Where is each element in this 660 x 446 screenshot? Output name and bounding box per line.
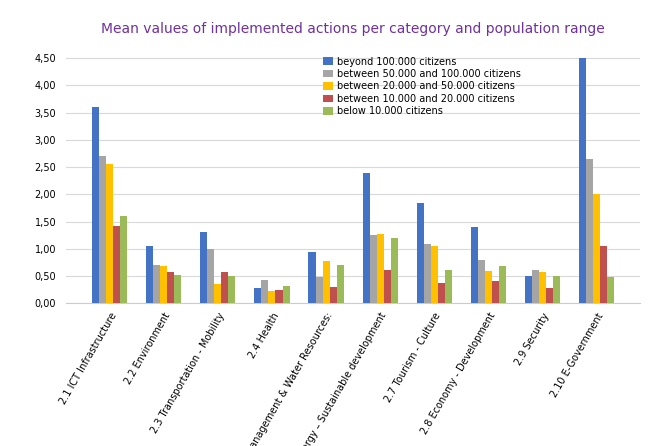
Bar [546,288,553,303]
Bar [416,202,424,303]
Bar [221,272,228,303]
Bar [92,107,99,303]
Bar [106,165,114,303]
Bar [207,249,215,303]
Bar [424,244,431,303]
Bar [254,288,261,303]
Bar [282,286,290,303]
Bar [383,269,391,303]
Bar [492,281,499,303]
Bar [586,159,593,303]
Bar [315,277,323,303]
Bar [471,227,478,303]
Bar [438,283,445,303]
Title: Mean values of implemented actions per category and population range: Mean values of implemented actions per c… [101,22,605,37]
Bar [308,252,315,303]
Bar [377,234,383,303]
Bar [214,284,221,303]
Bar [114,226,120,303]
Bar [228,276,236,303]
Bar [600,246,607,303]
Bar [553,276,560,303]
Bar [99,156,106,303]
Legend: beyond 100.000 citizens, between 50.000 and 100.000 citizens, between 20.000 and: beyond 100.000 citizens, between 50.000 … [321,54,523,118]
Bar [200,232,207,303]
Bar [499,266,506,303]
Bar [370,235,377,303]
Bar [445,269,452,303]
Bar [478,260,485,303]
Bar [337,265,344,303]
Bar [160,266,167,303]
Bar [261,281,269,303]
Bar [362,173,370,303]
Bar [329,287,337,303]
Bar [525,276,532,303]
Bar [532,269,539,303]
Bar [323,261,329,303]
Bar [431,246,438,303]
Bar [147,246,153,303]
Bar [579,58,586,303]
Bar [593,194,600,303]
Bar [167,272,174,303]
Bar [607,277,614,303]
Bar [539,272,546,303]
Bar [485,271,492,303]
Bar [153,265,160,303]
Bar [269,291,275,303]
Bar [120,216,127,303]
Bar [275,290,282,303]
Bar [174,275,182,303]
Bar [391,238,398,303]
